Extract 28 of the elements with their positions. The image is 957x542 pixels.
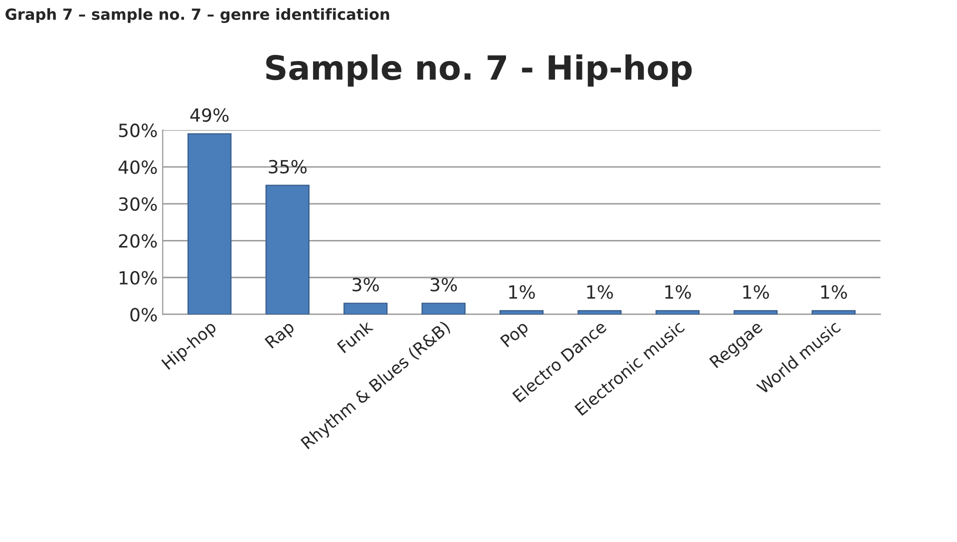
x-tick-label: Pop	[500, 320, 532, 350]
y-tick-label: 40%	[118, 160, 157, 174]
y-tick-label: 30%	[119, 197, 157, 211]
bar	[734, 310, 778, 314]
data-label: 1%	[821, 285, 847, 299]
x-tick-label: Rap	[264, 320, 298, 352]
data-label: 35%	[268, 160, 307, 174]
bar	[187, 133, 232, 314]
bar	[422, 302, 466, 314]
bar	[578, 310, 622, 314]
y-tick-label: 20%	[119, 234, 157, 248]
y-tick-label: 0%	[130, 308, 157, 322]
data-label: 1%	[509, 285, 535, 299]
bar	[500, 310, 544, 314]
bar	[344, 302, 388, 314]
data-label: 1%	[665, 285, 691, 299]
chart-title: Sample no. 7 - Hip-hop	[266, 54, 692, 87]
y-tick-label: 10%	[120, 270, 157, 285]
caption: Graph 7 – sample no. 7 – genre identification	[6, 8, 390, 24]
data-label: 1%	[743, 285, 769, 299]
bar	[266, 184, 310, 314]
data-label: 3%	[430, 278, 457, 292]
data-label: 1%	[587, 285, 613, 299]
data-label: 3%	[352, 278, 379, 292]
bar	[656, 310, 700, 314]
y-tick-label: 50%	[119, 124, 157, 138]
bar	[812, 310, 856, 314]
data-label: 49%	[190, 108, 229, 122]
